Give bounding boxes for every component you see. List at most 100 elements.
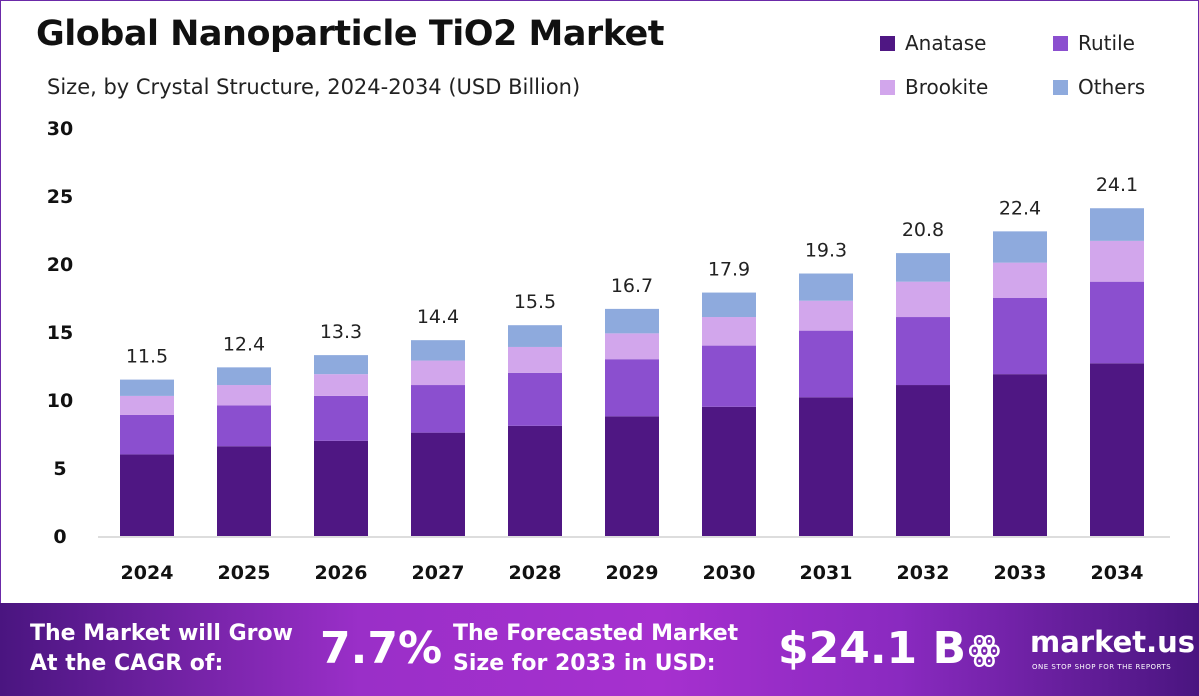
y-tick-label: 20 xyxy=(47,254,73,276)
forecast-label-line2: Size for 2033 in USD: xyxy=(453,651,716,676)
total-data-label: 22.4 xyxy=(999,197,1041,219)
x-tick-label: 2025 xyxy=(218,562,271,584)
bar-segment-rutile xyxy=(702,345,756,407)
bar-segment-rutile xyxy=(896,317,950,386)
legend-item-brookite: Brookite xyxy=(880,75,988,99)
bar-segment-anatase xyxy=(217,446,271,536)
cagr-label-line2: At the CAGR of: xyxy=(30,651,224,676)
bar-segment-brookite xyxy=(993,262,1047,298)
chart-subtitle: Size, by Crystal Structure, 2024-2034 (U… xyxy=(47,75,581,99)
bar-segment-others xyxy=(993,231,1047,263)
legend-swatch xyxy=(880,35,895,51)
bar-segment-anatase xyxy=(605,416,659,536)
cagr-label-line1: The Market will Grow xyxy=(30,621,293,646)
legend-item-rutile: Rutile xyxy=(1053,31,1135,55)
bar-segment-brookite xyxy=(314,374,368,396)
y-tick-label: 0 xyxy=(53,526,66,548)
total-data-label: 12.4 xyxy=(223,333,265,355)
chart-plot: 05101520253011.5202412.4202513.3202614.4… xyxy=(47,118,1170,584)
bar-segment-brookite xyxy=(217,385,271,406)
x-tick-label: 2029 xyxy=(606,562,659,584)
bar-segment-others xyxy=(605,308,659,334)
bar-segment-others xyxy=(799,273,853,301)
bar-segment-others xyxy=(120,379,174,396)
bar-segment-others xyxy=(702,292,756,318)
bar-segment-brookite xyxy=(1090,240,1144,282)
marketus-logo-icon: ꙮ xyxy=(968,629,1001,669)
logo-text: market.us xyxy=(1030,625,1196,659)
y-tick-label: 30 xyxy=(47,118,73,140)
bar-segment-rutile xyxy=(120,414,174,455)
bar-segment-rutile xyxy=(799,330,853,398)
bar-segment-anatase xyxy=(993,374,1047,536)
bar-segment-rutile xyxy=(411,385,465,433)
bar-segment-anatase xyxy=(702,406,756,536)
y-tick-label: 5 xyxy=(53,458,66,480)
legend-swatch xyxy=(1053,35,1068,51)
y-tick-label: 10 xyxy=(47,390,73,412)
bar-segment-anatase xyxy=(508,425,562,536)
x-tick-label: 2034 xyxy=(1091,562,1144,584)
bar-segment-rutile xyxy=(993,298,1047,375)
logo-tagline: ONE STOP SHOP FOR THE REPORTS xyxy=(1032,663,1172,671)
bar-segment-brookite xyxy=(120,395,174,415)
bar-segment-brookite xyxy=(702,317,756,346)
x-tick-label: 2032 xyxy=(897,562,950,584)
total-data-label: 20.8 xyxy=(902,219,944,241)
bar-segment-rutile xyxy=(1090,281,1144,364)
x-tick-label: 2024 xyxy=(121,562,174,584)
legend-label: Anatase xyxy=(905,31,987,55)
legend-label: Brookite xyxy=(905,75,989,99)
legend-label: Others xyxy=(1078,75,1146,99)
summary-banner: The Market will Grow At the CAGR of: 7.7%… xyxy=(0,603,1199,696)
x-tick-label: 2028 xyxy=(509,562,562,584)
bar-segment-others xyxy=(896,253,950,282)
bar-segment-brookite xyxy=(799,300,853,331)
legend-label: Rutile xyxy=(1078,31,1135,55)
x-tick-label: 2031 xyxy=(800,562,853,584)
x-tick-label: 2027 xyxy=(412,562,465,584)
bar-segment-others xyxy=(1090,208,1144,241)
forecast-label-line1: The Forecasted Market xyxy=(453,621,739,646)
x-tick-label: 2030 xyxy=(703,562,756,584)
cagr-value: 7.7% xyxy=(320,623,443,674)
cagr-label: The Market will Grow At the CAGR of: xyxy=(30,619,293,679)
bar-segment-anatase xyxy=(314,440,368,536)
bar-segment-anatase xyxy=(896,385,950,536)
bar-segment-others xyxy=(411,340,465,361)
bar-segment-anatase xyxy=(799,397,853,536)
legend-item-anatase: Anatase xyxy=(880,31,986,55)
forecast-value: $24.1 B xyxy=(778,623,967,674)
total-data-label: 19.3 xyxy=(805,240,847,262)
bar-segment-brookite xyxy=(508,346,562,373)
total-data-label: 15.5 xyxy=(514,291,556,313)
total-data-label: 11.5 xyxy=(126,346,168,368)
legend-swatch xyxy=(1053,79,1068,95)
bar-segment-rutile xyxy=(217,405,271,447)
bar-segment-others xyxy=(508,325,562,347)
x-tick-label: 2033 xyxy=(994,562,1047,584)
bar-segment-others xyxy=(217,367,271,386)
chart-title: Global Nanoparticle TiO2 Market xyxy=(36,14,665,54)
total-data-label: 17.9 xyxy=(708,259,750,281)
y-tick-label: 25 xyxy=(47,186,73,208)
total-data-label: 13.3 xyxy=(320,321,362,343)
y-tick-label: 15 xyxy=(47,322,73,344)
bar-segment-anatase xyxy=(1090,363,1144,536)
bar-segment-brookite xyxy=(411,360,465,386)
total-data-label: 14.4 xyxy=(417,306,459,328)
bar-segment-anatase xyxy=(411,432,465,536)
bar-segment-rutile xyxy=(508,372,562,426)
bar-segment-others xyxy=(314,355,368,375)
legend-swatch xyxy=(880,79,895,95)
legend-item-others: Others xyxy=(1053,75,1145,99)
bar-segment-rutile xyxy=(314,395,368,441)
total-data-label: 16.7 xyxy=(611,275,653,297)
bar-segment-rutile xyxy=(605,359,659,417)
bar-segment-brookite xyxy=(605,333,659,360)
bar-segment-brookite xyxy=(896,281,950,318)
x-tick-label: 2026 xyxy=(315,562,368,584)
bar-segment-anatase xyxy=(120,454,174,536)
forecast-label: The Forecasted Market Size for 2033 in US… xyxy=(453,619,738,679)
total-data-label: 24.1 xyxy=(1096,174,1138,196)
